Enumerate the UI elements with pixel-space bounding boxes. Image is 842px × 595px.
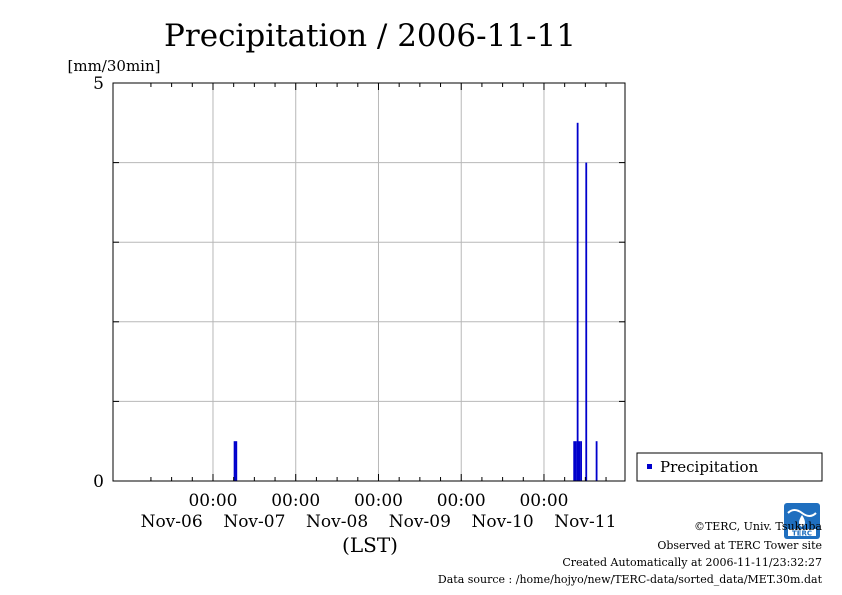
axis-ticks [113,83,625,481]
legend-swatch [647,464,652,469]
precipitation-bar [235,441,238,481]
precipitation-bar [233,441,236,481]
precipitation-bar [580,441,582,481]
footer-observed: Observed at TERC Tower site [657,539,822,552]
precipitation-bar [595,441,598,481]
y-tick-label-min: 0 [93,472,104,492]
precipitation-bar [573,441,576,481]
x-tick-time-label: 00:00 [271,491,320,511]
footer-source: Data source : /home/hojyo/new/TERC-data/… [437,573,822,586]
x-tick-date-label: Nov-08 [306,512,368,532]
legend: Precipitation [636,452,823,482]
x-tick-date-label: Nov-11 [554,512,616,532]
bars [233,122,598,482]
x-axis-label: (LST) [342,533,398,557]
x-tick-time-label: 00:00 [188,491,237,511]
footer-created: Created Automatically at 2006-11-11/23:3… [562,556,822,569]
y-tick-labels: 50 [93,74,104,492]
precipitation-bar [575,441,577,481]
y-tick-label-max: 5 [93,74,104,94]
svg-text:TERC: TERC [792,530,812,538]
x-tick-time-label: 00:00 [354,491,403,511]
chart-title: Precipitation / 2006-11-11 [164,18,576,54]
legend-entry-precipitation: Precipitation [660,458,759,476]
y-axis-unit: [mm/30min] [68,57,161,75]
x-tick-date-label: Nov-09 [389,512,451,532]
x-tick-date-label: Nov-10 [472,512,534,532]
x-tick-date-label: Nov-07 [223,512,285,532]
precipitation-bar [585,162,588,481]
plot-frame [112,82,626,482]
x-tick-time-label: 00:00 [519,491,568,511]
precipitation-bar [576,122,579,482]
x-tick-time-label: 00:00 [437,491,486,511]
terc-logo: TERC [784,503,820,539]
x-tick-date-label: Nov-06 [141,512,203,532]
footer-copyright: ©TERC, Univ. Tsukuba [693,520,822,533]
legend-box [636,452,823,482]
grid-lines [113,83,625,481]
precipitation-bar [578,441,581,481]
